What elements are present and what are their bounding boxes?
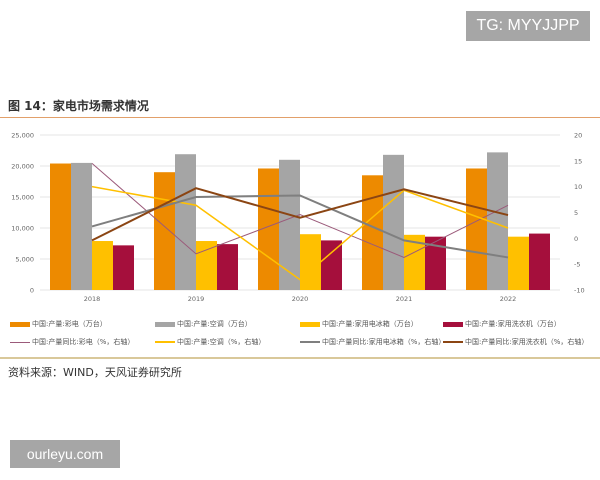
right-axis-tick-label: 10	[574, 183, 582, 191]
legend-label: 中国:产量同比:彩电（%，右轴）	[32, 338, 135, 346]
legend-label: 中国:产量:家用洗衣机（万台）	[465, 320, 561, 328]
x-axis-tick-label: 2019	[188, 295, 205, 303]
legend-item: 中国:产量:家用电冰箱（万台）	[300, 319, 418, 329]
legend-item: 中国:产量:空调（万台）	[155, 319, 252, 329]
bar	[113, 245, 134, 290]
legend-item: 中国:产量同比:家用电冰箱（%，右轴）	[300, 337, 445, 347]
legend-item: 中国:产量:空调（%，右轴）	[155, 337, 265, 347]
legend-line-swatch	[155, 341, 175, 343]
x-axis-tick-label: 2022	[500, 295, 517, 303]
right-axis-tick-label: 15	[574, 157, 582, 165]
legend-line-swatch	[10, 341, 30, 343]
right-axis-tick-label: 0	[574, 235, 578, 243]
left-axis-tick-label: 20,000	[11, 163, 34, 171]
bar	[196, 241, 217, 290]
legend-label: 中国:产量同比:家用电冰箱（%，右轴）	[322, 338, 446, 346]
title-divider	[0, 117, 600, 118]
legend-bar-swatch	[443, 321, 463, 327]
bar	[258, 168, 279, 290]
bar	[321, 240, 342, 290]
bar	[425, 236, 446, 290]
legend-item: 中国:产量同比:彩电（%，右轴）	[10, 337, 134, 347]
bar	[466, 168, 487, 290]
bar	[175, 154, 196, 290]
source-divider	[0, 357, 600, 359]
x-axis-tick-label: 2021	[396, 295, 413, 303]
legend-line-swatch	[300, 341, 320, 343]
legend-item: 中国:产量:彩电（万台）	[10, 319, 107, 329]
bar	[92, 241, 113, 290]
right-axis-tick-label: -10	[574, 287, 585, 295]
left-axis-tick-label: 5,000	[15, 256, 34, 264]
bar	[279, 159, 300, 290]
watermark-bottom: ourleyu.com	[10, 440, 120, 468]
left-axis-tick-label: 15,000	[11, 194, 34, 202]
legend-label: 中国:产量:空调（%，右轴）	[177, 338, 266, 346]
legend-label: 中国:产量同比:家用洗衣机（%，右轴）	[465, 338, 589, 346]
legend-label: 中国:产量:空调（万台）	[177, 320, 252, 328]
bar	[50, 163, 71, 290]
left-axis-tick-label: 25,000	[11, 132, 34, 140]
legend-bar-swatch	[300, 321, 320, 327]
legend-item: 中国:产量:家用洗衣机（万台）	[443, 319, 561, 329]
bar	[154, 172, 175, 290]
x-axis-tick-label: 2020	[292, 295, 309, 303]
bar	[404, 234, 425, 290]
bar	[529, 233, 550, 290]
legend-label: 中国:产量:家用电冰箱（万台）	[322, 320, 418, 328]
chart: 0 5,000 10,000 15,000 20,000 25,000 -10 -5 0 5 10 1…	[11, 132, 585, 304]
legend-label: 中国:产量:彩电（万台）	[32, 320, 107, 328]
legend-item: 中国:产量同比:家用洗衣机（%，右轴）	[443, 337, 588, 347]
legend-line-swatch	[443, 341, 463, 343]
legend-bar-swatch	[10, 321, 30, 327]
bar	[362, 175, 383, 290]
bar	[71, 162, 92, 290]
line-series	[91, 194, 509, 259]
line-series	[91, 187, 509, 242]
right-axis-tick-label: 5	[574, 209, 578, 217]
figure-title: 图 14：家电市场需求情况	[8, 99, 149, 113]
line-series	[91, 185, 509, 281]
right-axis-tick-label: -5	[574, 261, 580, 269]
right-axis-tick-label: 20	[574, 132, 582, 140]
x-axis-tick-label: 2018	[84, 295, 101, 303]
bar	[300, 234, 321, 290]
legend-bar-swatch	[155, 321, 175, 327]
left-axis-tick-label: 0	[30, 287, 34, 295]
bar	[508, 236, 529, 290]
bar	[383, 154, 404, 290]
line-series	[91, 163, 509, 258]
watermark-top: TG: MYYJJPP	[466, 11, 590, 41]
source-note: 资料来源：WIND，天风证券研究所	[8, 366, 182, 379]
left-axis-tick-label: 10,000	[11, 225, 34, 233]
bar	[217, 244, 238, 290]
